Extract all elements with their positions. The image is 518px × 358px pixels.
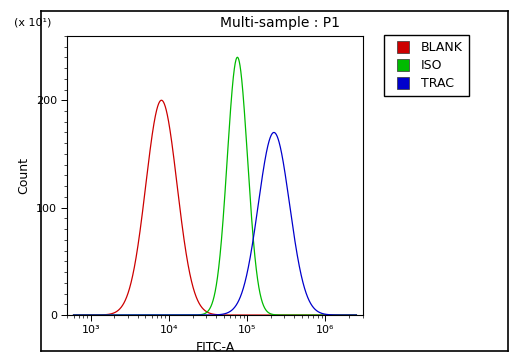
Line: ISO: ISO bbox=[74, 57, 356, 315]
BLANK bbox=[353, 313, 359, 317]
TRAC bbox=[353, 313, 359, 317]
TRAC bbox=[282, 169, 288, 173]
ISO bbox=[303, 313, 309, 317]
TRAC bbox=[122, 313, 128, 317]
BLANK bbox=[282, 313, 288, 317]
ISO bbox=[254, 277, 261, 281]
BLANK bbox=[159, 98, 165, 102]
Y-axis label: Count: Count bbox=[17, 157, 30, 194]
Line: TRAC: TRAC bbox=[74, 132, 356, 315]
TRAC bbox=[240, 286, 246, 291]
BLANK bbox=[254, 313, 261, 317]
Title: Multi-sample : P1: Multi-sample : P1 bbox=[220, 16, 340, 30]
TRAC bbox=[179, 313, 185, 317]
BLANK bbox=[179, 220, 185, 224]
Legend: BLANK, ISO, TRAC: BLANK, ISO, TRAC bbox=[384, 35, 469, 96]
BLANK bbox=[303, 313, 309, 317]
BLANK bbox=[240, 313, 247, 317]
TRAC bbox=[303, 291, 309, 295]
ISO bbox=[240, 95, 247, 99]
ISO bbox=[282, 313, 288, 317]
BLANK bbox=[122, 299, 128, 303]
BLANK bbox=[70, 313, 77, 317]
TRAC bbox=[70, 313, 77, 317]
ISO bbox=[179, 313, 185, 317]
ISO bbox=[122, 313, 128, 317]
TRAC bbox=[254, 208, 261, 212]
Line: BLANK: BLANK bbox=[74, 100, 356, 315]
ISO bbox=[70, 313, 77, 317]
TRAC bbox=[271, 130, 277, 135]
ISO bbox=[234, 55, 240, 59]
X-axis label: FITC-A: FITC-A bbox=[195, 341, 235, 354]
Text: (x 10¹): (x 10¹) bbox=[14, 18, 52, 28]
ISO bbox=[353, 313, 359, 317]
